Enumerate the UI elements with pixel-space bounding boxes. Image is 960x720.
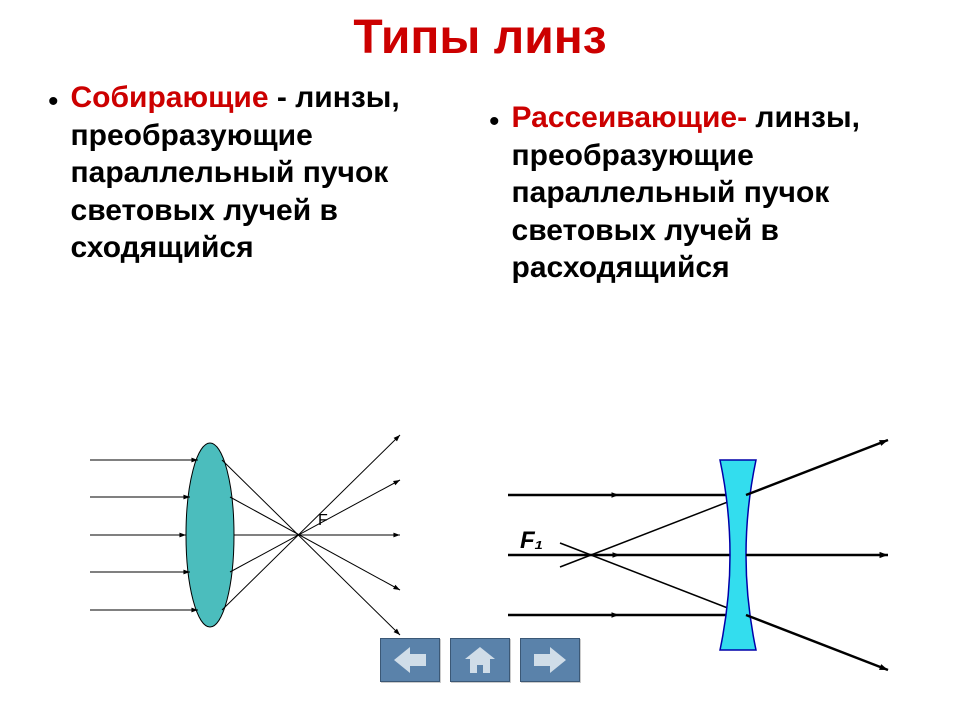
right-column: • Рассеивающие- линзы, преобразующие пар… <box>489 79 930 287</box>
left-term: Собирающие <box>71 81 269 114</box>
left-definition: Собирающие - линзы, преобразующие паралл… <box>71 79 471 267</box>
nav-bar <box>380 638 580 682</box>
svg-text:F₁: F₁ <box>520 527 543 554</box>
left-column: • Собирающие - линзы, преобразующие пара… <box>48 79 489 287</box>
right-term: Рассеивающие- <box>512 101 748 134</box>
home-button[interactable] <box>450 638 510 682</box>
columns: • Собирающие - линзы, преобразующие пара… <box>0 79 960 287</box>
next-button[interactable] <box>520 638 580 682</box>
arrow-left-icon <box>394 647 426 673</box>
slide-title: Типы линз <box>0 10 960 65</box>
right-bullet-item: • Рассеивающие- линзы, преобразующие пар… <box>489 99 912 287</box>
converging-lens-diagram: F <box>80 430 420 640</box>
left-bullet-item: • Собирающие - линзы, преобразующие пара… <box>48 79 471 267</box>
prev-button[interactable] <box>380 638 440 682</box>
home-icon <box>463 645 497 675</box>
arrow-right-icon <box>534 647 566 673</box>
right-definition: Рассеивающие- линзы, преобразующие парал… <box>512 99 912 287</box>
left-sep: - <box>269 81 296 114</box>
bullet-dot-icon: • <box>489 105 500 139</box>
svg-text:F: F <box>318 512 328 529</box>
bullet-dot-icon: • <box>48 85 59 119</box>
